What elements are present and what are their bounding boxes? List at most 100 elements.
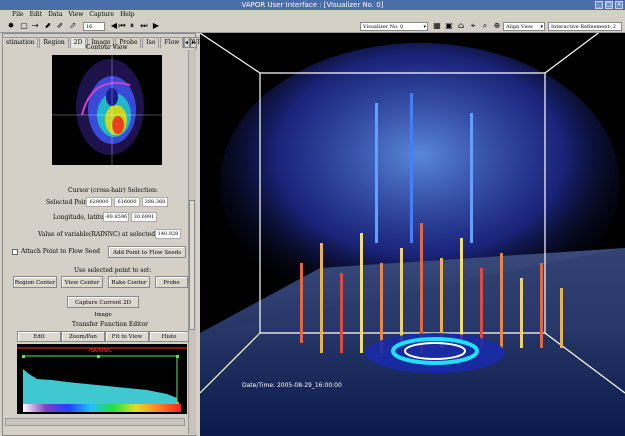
tf-control-point[interactable] (176, 355, 179, 358)
maximize-button[interactable]: □ (605, 1, 613, 9)
latitude-field[interactable]: 30.6991 (131, 212, 157, 222)
window-title-bar: VAPOR User Interface : [Visualizer No. 0… (0, 0, 625, 10)
menu-capture[interactable]: Capture (89, 11, 115, 18)
panel-hscrollbar[interactable] (5, 418, 185, 426)
tab-iso[interactable]: Iso (142, 37, 160, 48)
contour-red-core (112, 116, 124, 134)
rake-center-button[interactable]: Rake Center (108, 276, 150, 288)
tf-color-map[interactable] (23, 404, 181, 412)
view-center-button[interactable]: View Center (61, 276, 103, 288)
menu-file[interactable]: File (12, 11, 24, 18)
tab-flow[interactable]: Flow (160, 37, 184, 48)
pick-icon[interactable]: ⬈ (44, 21, 52, 30)
home-icon[interactable]: ⌂ (457, 21, 465, 30)
tf-control-point[interactable] (22, 355, 25, 358)
pause-icon[interactable]: ⏸ (130, 21, 134, 30)
menu-edit[interactable]: Edit (29, 11, 43, 18)
frame-number-field[interactable]: 16 (83, 22, 105, 31)
tab-probe[interactable]: Probe (115, 37, 142, 48)
visualizer-select[interactable]: Visualizer No. 0 ▾ (360, 22, 428, 31)
contour-spiral-band (81, 82, 131, 116)
tf-control-point[interactable] (176, 402, 179, 405)
probe-icon[interactable]: ⇥ (31, 21, 39, 30)
attach-label: Attach Point to Flow Seed (21, 248, 100, 255)
selected-point-z[interactable]: 388.368 (142, 197, 168, 207)
capture-2d-image-button[interactable]: Capture Current 2D Image (67, 296, 139, 318)
cursor-heading: Cursor (cross-hair) Selection: (68, 187, 158, 194)
layout-icon[interactable]: ▦ (433, 21, 441, 30)
minimize-button[interactable]: _ (595, 1, 603, 9)
rake-icon[interactable]: ⇗ (56, 21, 64, 30)
refinement-spinbox[interactable]: Interactive Refinement: 2 (548, 22, 622, 31)
longitude-field[interactable]: -89.8596 (103, 212, 129, 222)
contour-icon[interactable]: ⬀ (69, 21, 77, 30)
navigate-icon[interactable]: ✸ (7, 21, 15, 30)
tf-fit-view-button[interactable]: Fit to View (105, 331, 149, 342)
eyewall-core (404, 342, 466, 360)
viewall-icon[interactable]: ⌕ (482, 21, 488, 30)
tab-bar: stimation Region 2D Image Probe Iso Flow… (2, 37, 206, 48)
contour-view-label: Contour View (86, 44, 128, 51)
contour-image (52, 55, 162, 165)
menu-data[interactable]: Data (48, 11, 63, 18)
selected-point-label: Selected Point (46, 199, 90, 206)
tab-region[interactable]: Region (39, 37, 69, 48)
rain-column (440, 258, 443, 348)
attach-checkbox[interactable] (12, 249, 18, 255)
chevron-down-icon: ▾ (540, 24, 543, 30)
play-icon[interactable]: ▶ (152, 21, 160, 30)
tab-scroll-right-icon[interactable]: ▸ (190, 37, 197, 48)
rain-column (300, 263, 303, 343)
menu-help[interactable]: Help (120, 11, 135, 18)
rain-column (360, 233, 363, 353)
add-point-button[interactable]: Add Point to Flow Seeds (108, 246, 186, 258)
tf-edit-button[interactable]: Edit (17, 331, 61, 342)
tf-variable-label: RAINNC (89, 347, 112, 354)
step-back-icon[interactable]: ◀ (110, 21, 118, 30)
align-view-select[interactable]: Align View ▾ (503, 22, 545, 31)
cloud-column (410, 93, 413, 243)
eyewall-ring (391, 337, 479, 365)
rain-column (420, 223, 423, 353)
datetime-label: Date/Time: 2005-08-29_16:00:00 (242, 382, 342, 389)
selected-point-y[interactable]: 616000 (114, 197, 140, 207)
tf-histo-button[interactable]: Histo (149, 331, 189, 342)
region-icon[interactable]: ▢ (20, 21, 28, 30)
selected-point-x[interactable]: 628000 (86, 197, 112, 207)
region-center-button[interactable]: Region Center (13, 276, 57, 288)
tab-scroll-left-icon[interactable]: ◂ (183, 37, 190, 48)
rain-column (400, 248, 403, 348)
cloud-column (375, 103, 378, 243)
window-icon[interactable]: ▣ (445, 21, 453, 30)
step-forward-icon[interactable]: ⏭ (140, 21, 148, 30)
tab-animation[interactable]: stimation (2, 37, 39, 48)
tab-2d[interactable]: 2D (69, 37, 87, 48)
window-controls: _ □ × (595, 1, 623, 9)
variable-value-field[interactable]: 140.928 (155, 229, 181, 239)
close-button[interactable]: × (615, 1, 623, 9)
rain-column (340, 273, 343, 353)
center-icon[interactable]: ⊕ (493, 21, 501, 30)
tf-histogram (23, 369, 177, 404)
terrain-land (200, 248, 625, 333)
rain-column (520, 278, 523, 348)
menu-view[interactable]: View (68, 11, 84, 18)
window-title: VAPOR User Interface : [Visualizer No. 0… (241, 1, 384, 9)
sethome-icon[interactable]: ⌖ (470, 21, 476, 30)
tf-zoom-pan-button[interactable]: Zoom/Pan (61, 331, 105, 342)
rain-column (320, 243, 323, 353)
tf-editor-heading: Transfer Function Editor (72, 321, 148, 328)
transfer-function-editor[interactable]: RAINNC (17, 344, 187, 414)
cloud-column (470, 113, 473, 243)
rain-column (460, 238, 463, 348)
visualizer-select-value: Visualizer No. 0 (363, 24, 404, 30)
scrollbar-thumb[interactable] (189, 200, 195, 330)
3d-scene: Date/Time: 2005-08-29_16:00:00 (200, 33, 625, 436)
step-end-icon[interactable]: ⏮ (118, 21, 126, 30)
tf-control-point[interactable] (97, 355, 100, 358)
tab-image[interactable]: Image (87, 37, 115, 48)
lonlat-label: Longitude, latitude (53, 214, 112, 221)
probe-center-button[interactable]: Probe Cente (155, 276, 188, 288)
use-point-heading: Use selected point to set: (74, 267, 152, 274)
3d-viewer[interactable]: Date/Time: 2005-08-29_16:00:00 (200, 33, 625, 436)
